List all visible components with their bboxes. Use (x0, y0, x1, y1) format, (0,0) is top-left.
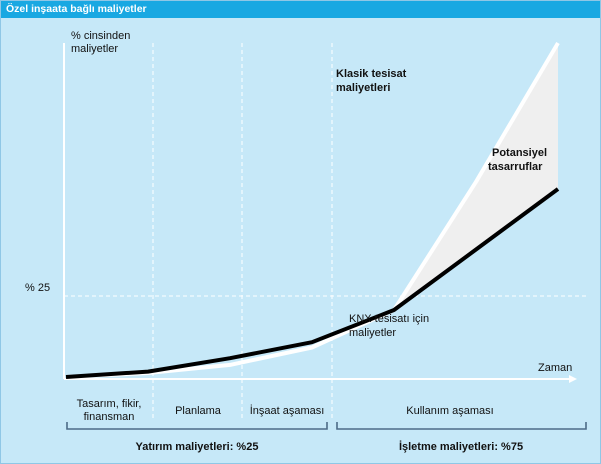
x-axis-label: Zaman (538, 362, 572, 374)
savings-annotation-line-1: Potansiyel (492, 147, 547, 159)
operating-cost-label: İşletme maliyetleri: %75 (399, 440, 523, 453)
title-bar: Özel inşaata bağlı maliyetler (1, 1, 600, 18)
y-axis-label-line-1: % cinsinden (71, 30, 130, 42)
operating-bracket (336, 422, 587, 430)
y-tick-label: % 25 (25, 282, 50, 294)
classic-annotation-line-1: Klasik tesisat (336, 68, 407, 80)
knx-annotation-line-2: maliyetler (349, 327, 396, 339)
phase-label-design-line-1: Tasarım, fikir, (77, 398, 142, 410)
phase-label-design-line-2: finansman (84, 411, 135, 423)
knx-annotation-line-1: KNX tesisatı için (349, 313, 429, 325)
x-axis-arrow (569, 375, 577, 383)
savings-area (394, 43, 558, 310)
investment-bracket (66, 422, 328, 430)
y-axis-label-line-2: maliyetler (71, 43, 118, 55)
phase-label-usage: Kullanım aşaması (406, 405, 493, 417)
investment-cost-label: Yatırım maliyetleri: %25 (136, 441, 259, 453)
phase-label-planning: Planlama (175, 405, 222, 417)
phase-label-construction: İnşaat aşaması (250, 404, 325, 417)
savings-annotation-line-2: tasarruflar (488, 161, 543, 173)
classic-annotation-line-2: maliyetleri (336, 82, 390, 94)
series-knx-line (65, 187, 560, 379)
